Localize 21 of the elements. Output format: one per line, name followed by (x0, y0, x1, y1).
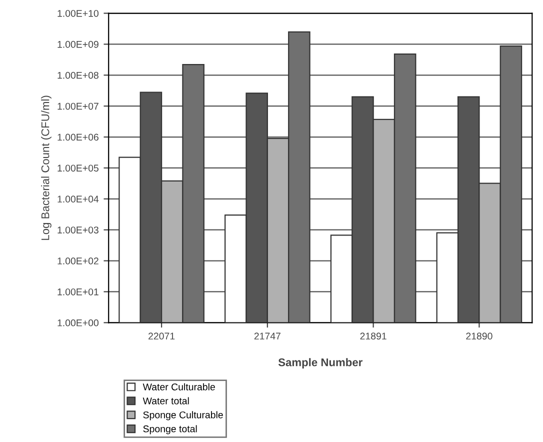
y-tick-label: 1.00E+01 (58, 288, 98, 296)
legend-label: Water total (142, 397, 189, 404)
legend-label: Sponge total (143, 425, 197, 434)
y-tick-label: 1.00E+04 (58, 196, 99, 203)
y-tick-label: 1.00E+00 (58, 319, 98, 326)
y-tick-label: 1.00E+09 (58, 40, 98, 48)
y-tick-label: 1.00E+08 (58, 72, 98, 79)
x-tick-label: 21747 (254, 332, 280, 340)
y-tick-label: 1.00E+03 (58, 226, 98, 234)
x-tick-label: 21890 (466, 332, 492, 340)
x-tick-label: 21891 (360, 332, 386, 340)
y-tick-label: 1.00E+05 (58, 164, 98, 172)
y-tick-label: 1.00E+10 (58, 10, 98, 17)
legend-label: Sponge Culturable (143, 411, 223, 420)
x-axis-title: Sample Number (278, 358, 362, 368)
y-tick-label: 1.00E+06 (58, 134, 98, 141)
x-tick-label: 22071 (148, 332, 175, 340)
y-axis-title: Log Bacterial Count (CFU/ml) (41, 96, 52, 240)
y-tick-label: 1.00E+07 (58, 102, 98, 110)
y-tick-label: 1.00E+02 (58, 258, 98, 264)
legend-label: Water Culturable (142, 383, 215, 390)
